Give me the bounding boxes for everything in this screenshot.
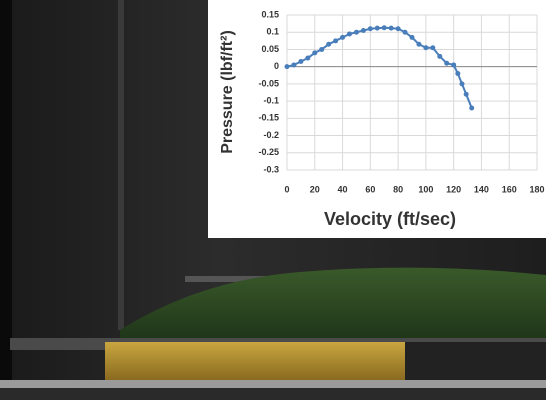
data-point [326,41,332,47]
data-point [353,29,359,35]
data-point [463,91,469,97]
data-point [451,62,457,68]
chart: 0.15 0.1 0.05 0 -0.05 -0.1 -0.15 -0.2 -0.25 -0.3 0… [258,9,544,194]
data-point [416,41,422,47]
x-tick-label: 80 [393,184,403,194]
photo-grass [120,267,546,345]
x-tick-label: 100 [418,184,433,194]
x-tick-label: 20 [310,184,320,194]
y-tick-label: 0 [274,61,279,71]
x-tick-label: 0 [284,184,289,194]
x-tick-label: 180 [529,184,544,194]
chart-inset [208,0,546,238]
y-tick-label: -0.25 [258,147,279,157]
data-point [459,81,465,87]
data-point [409,34,415,40]
data-point [284,64,290,70]
y-tick-label: -0.05 [258,78,279,88]
y-tick-label: -0.3 [263,164,279,174]
data-point [305,55,311,61]
data-point [423,45,429,51]
y-tick-label: -0.2 [263,130,279,140]
data-point [381,25,387,31]
photo-dark-block [405,342,546,380]
data-point [291,62,297,68]
data-point [374,25,380,31]
data-point [388,25,394,31]
data-point [298,59,304,64]
y-tick-label: 0.05 [261,44,279,54]
data-point [319,46,325,52]
y-axis-label: Pressure (lbf/ft²) [219,30,236,154]
data-point [444,60,450,66]
x-tick-label: 40 [338,184,348,194]
y-tick-label: -0.1 [263,95,279,105]
x-axis-label: Velocity (ft/sec) [324,209,456,229]
data-point [455,71,461,77]
data-point [430,45,436,51]
photo-gel [105,342,405,380]
y-tick-label: 0.1 [266,27,279,37]
photo-base [0,388,546,400]
data-point [367,26,373,32]
x-tick-label: 120 [446,184,461,194]
photo-pole [118,0,124,330]
data-point [395,26,401,32]
x-tick-label: 60 [365,184,375,194]
photo-floor [0,380,546,388]
data-point [333,38,339,44]
data-point [347,31,352,37]
data-point [360,28,366,33]
data-point [469,105,475,111]
data-point [340,34,346,40]
x-tick-label: 140 [474,184,489,194]
data-point [402,29,408,35]
data-point [312,50,318,56]
x-tick-label: 160 [502,184,517,194]
y-tick-label: 0.15 [261,9,279,19]
data-point [437,53,443,59]
y-tick-label: -0.15 [258,113,279,123]
photo-frame [0,0,12,400]
